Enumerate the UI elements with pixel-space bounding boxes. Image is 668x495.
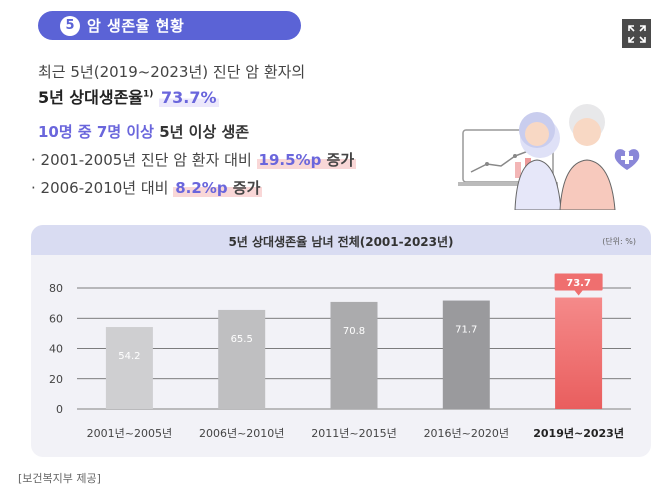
- bar: [105, 327, 153, 409]
- x-tick-label: 2001년~2005년: [87, 427, 172, 440]
- data-label: 70.8: [343, 326, 365, 337]
- comparison-text-2: · 2006-2010년 대비: [31, 179, 174, 197]
- bar: [442, 300, 490, 409]
- headline: 10명 중 7명 이상 5년 이상 생존: [38, 121, 249, 142]
- headline-suffix: 5년 이상 생존: [153, 123, 250, 141]
- headline-prefix: 10명 중 7명 이상: [38, 123, 154, 141]
- bar: [330, 301, 378, 409]
- y-tick-label: 0: [56, 403, 63, 416]
- footnote-mark: 1): [143, 89, 154, 100]
- comparison-text-1: · 2001-2005년 진단 암 환자 대비: [31, 151, 257, 169]
- survival-value: 73.7%: [159, 88, 219, 107]
- comparison-value-1: 19.5%p 증가: [256, 151, 357, 169]
- source-credit: [보건복지부 제공]: [18, 472, 101, 485]
- chart-unit: (단위: %): [602, 237, 636, 246]
- x-tick-label: 2016년~2020년: [424, 427, 509, 440]
- y-tick-label: 60: [49, 312, 63, 325]
- data-label: 65.5: [231, 334, 253, 345]
- y-tick-label: 80: [49, 282, 63, 295]
- survival-label: 5년 상대생존율: [38, 88, 144, 107]
- y-tick-label: 40: [49, 343, 63, 356]
- x-tick-label: 2011년~2015년: [311, 427, 396, 440]
- elderly-couple-illustration: [458, 104, 640, 210]
- data-label: 54.2: [118, 351, 140, 362]
- comparison-item-1: · 2001-2005년 진단 암 환자 대비 19.5%p 증가: [31, 149, 357, 170]
- survival-bar-chart: 0 20 40 60 80 54.2 2001년~2005년 65.5 2006년~2010년 7…: [49, 273, 631, 440]
- y-tick-label: 20: [49, 373, 63, 386]
- intro-text: 최근 5년(2019~2023년) 진단 암 환자의: [38, 63, 306, 81]
- section-title: 암 생존율 현황: [87, 17, 185, 35]
- x-tick-label: 2006년~2010년: [199, 427, 284, 440]
- data-label: 73.7: [566, 278, 591, 289]
- expand-icon: [627, 24, 646, 43]
- expand-button[interactable]: [622, 19, 651, 48]
- comparison-item-2: · 2006-2010년 대비 8.2%p 증가: [31, 177, 263, 198]
- chart-header: [31, 225, 651, 255]
- data-label-box: [554, 273, 603, 291]
- section-number: 5: [60, 15, 80, 36]
- data-label-pointer: [574, 290, 583, 296]
- x-tick-label: 2019년~2023년: [533, 426, 624, 440]
- bar: [218, 309, 266, 409]
- chart-title: 5년 상대생존율 남녀 전체(2001-2023년): [228, 235, 454, 249]
- survival-line: 5년 상대생존율1) 73.7%: [38, 84, 219, 108]
- section-header: 5 암 생존율 현황: [38, 11, 301, 40]
- comparison-value-2: 8.2%p 증가: [173, 179, 263, 197]
- bar: [555, 297, 603, 409]
- data-label: 71.7: [455, 325, 477, 336]
